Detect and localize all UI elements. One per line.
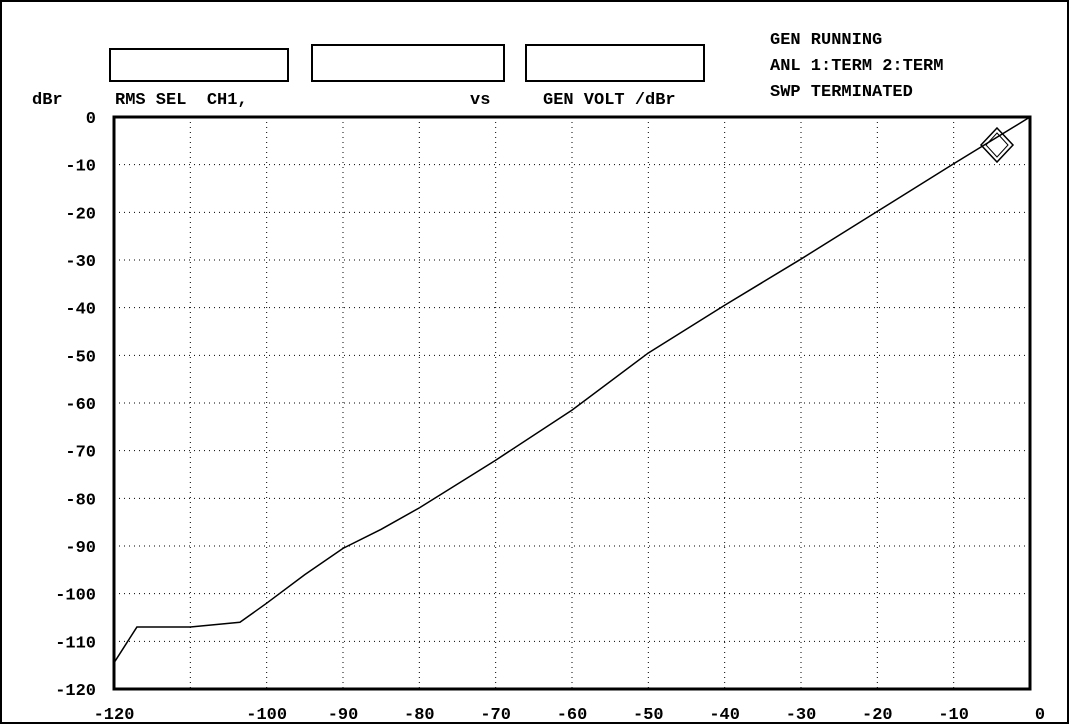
y-tick-label: -60: [65, 396, 96, 415]
y-tick-label: 0: [86, 110, 96, 129]
y-tick-label: -20: [65, 205, 96, 224]
y-tick-label: -80: [65, 491, 96, 510]
x-tick-label: -20: [862, 706, 893, 725]
y-tick-label: -10: [65, 158, 96, 177]
x-tick-label: 0: [1035, 706, 1045, 725]
y-tick-label: -120: [55, 682, 96, 701]
plot-frame: [112, 115, 1032, 691]
y-tick-label: -50: [65, 348, 96, 367]
status-line: ANL 1:TERM 2:TERM: [770, 57, 943, 76]
x-tick-label: -80: [404, 706, 435, 725]
readout-box: [109, 48, 289, 82]
annotation: vs: [470, 91, 490, 110]
y-tick-label: -40: [65, 301, 96, 320]
x-tick-label: -30: [786, 706, 817, 725]
y-tick-label: -70: [65, 444, 96, 463]
y-tick-label: -100: [55, 587, 96, 606]
y-tick-label: -110: [55, 634, 96, 653]
x-tick-label: -90: [328, 706, 359, 725]
readout-box: [311, 44, 505, 82]
status-line: GEN RUNNING: [770, 31, 882, 50]
x-axis-label: GEN VOLT /dBr: [543, 91, 676, 110]
y-tick-label: -30: [65, 253, 96, 272]
x-tick-label: -10: [938, 706, 969, 725]
data-line: [113, 116, 1031, 664]
title: RMS SEL CH1,: [115, 91, 248, 110]
x-tick-label: -50: [633, 706, 664, 725]
status-line: SWP TERMINATED: [770, 83, 913, 102]
x-tick-label: -120: [94, 706, 135, 725]
x-tick-label: -40: [709, 706, 740, 725]
y-axis-label: dBr: [32, 91, 63, 110]
readout-box: [525, 44, 705, 82]
x-tick-label: -100: [246, 706, 287, 725]
x-tick-label: -70: [480, 706, 511, 725]
logo: [979, 126, 1015, 164]
x-tick-label: -60: [557, 706, 588, 725]
y-tick-label: -90: [65, 539, 96, 558]
